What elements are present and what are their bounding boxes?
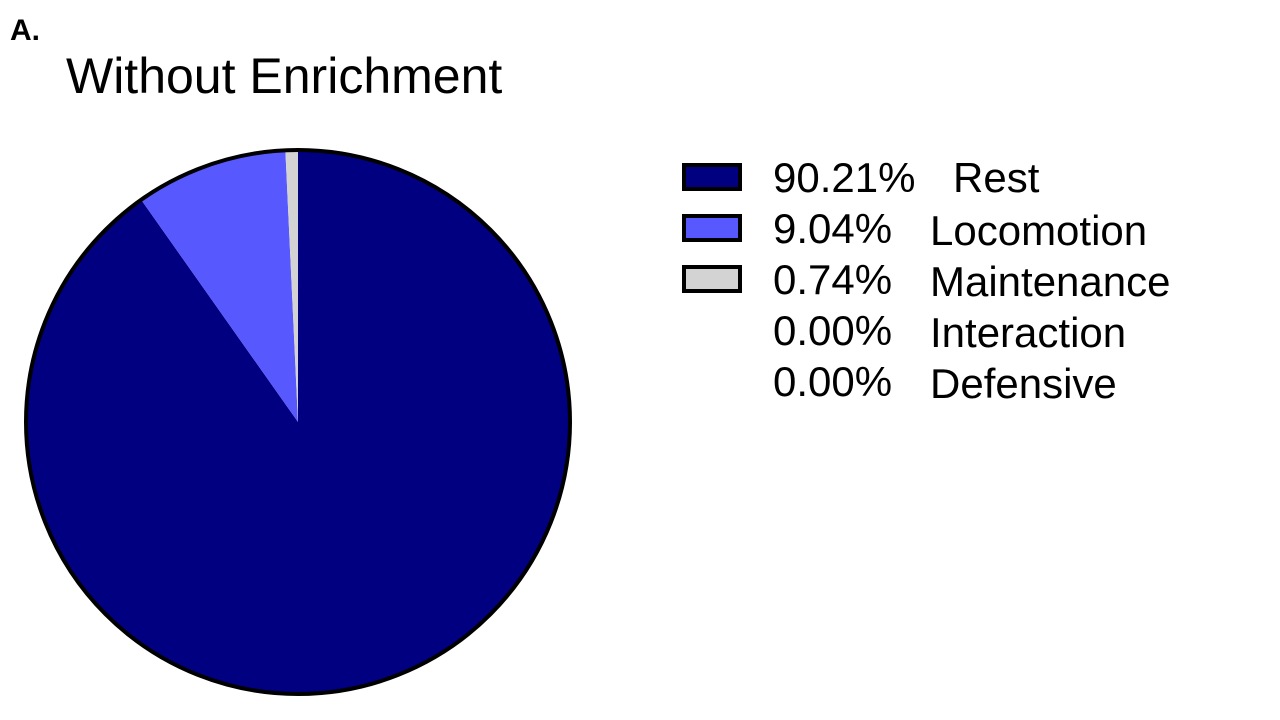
legend-percent-interaction: 0.00% [773, 307, 892, 354]
pie-slice-maintenance [285, 150, 298, 422]
pie-slices [25, 150, 570, 694]
pie-slice-locomotion [141, 150, 298, 423]
legend: 90.21% Rest 9.04% Locomotion 0.74% Maintenanc… [682, 154, 1171, 407]
legend-percent-locomotion: 9.04% [773, 205, 892, 252]
pie-slice-rest [25, 150, 570, 694]
legend-label-maintenance: Maintenance [930, 258, 1171, 305]
legend-percent-defensive: 0.00% [773, 358, 892, 405]
pie-outline [24, 148, 572, 696]
chart-title: Without Enrichment [66, 48, 502, 104]
legend-label-interaction: Interaction [930, 309, 1126, 356]
legend-swatch-maintenance [682, 265, 742, 293]
legend-swatch-locomotion [682, 214, 742, 242]
legend-swatch-rest [682, 163, 742, 191]
legend-label-defensive: Defensive [930, 360, 1117, 407]
legend-percent-maintenance: 0.74% [773, 256, 892, 303]
legend-percent-rest: 90.21% [773, 154, 915, 201]
legend-label-locomotion: Locomotion [930, 207, 1147, 254]
legend-label-rest: Rest [953, 154, 1040, 201]
panel-label: A. [10, 14, 40, 47]
